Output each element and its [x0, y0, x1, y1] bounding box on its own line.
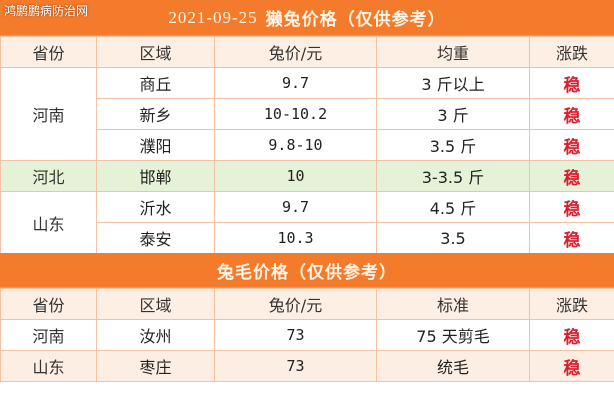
province-cell: 山东 — [0, 350, 97, 382]
watermark: 鸿鹏鹏病防治网 — [4, 4, 89, 18]
fur-price-table: 省份 区域 兔价/元 标准 涨跌 河南 汝州 73 75 天剪毛 稳 山东 枣庄… — [0, 288, 614, 382]
trend-cell: 稳 — [529, 98, 614, 130]
price-cell: 73 — [214, 319, 377, 351]
region-cell: 濮阳 — [96, 129, 215, 161]
province-cell: 山东 — [0, 191, 97, 254]
weight-cell: 3-3.5 斤 — [376, 160, 530, 192]
header-region: 区域 — [96, 36, 215, 68]
header-price: 兔价/元 — [214, 36, 377, 68]
price-cell: 10.3 — [214, 222, 377, 254]
price-cell: 9.8-10 — [214, 129, 377, 161]
trend-cell: 稳 — [529, 350, 614, 382]
header-province: 省份 — [0, 288, 97, 320]
header-province: 省份 — [0, 36, 97, 68]
trend-cell: 稳 — [529, 160, 614, 192]
region-cell: 枣庄 — [96, 350, 215, 382]
table-row: 泰安 10.3 3.5 稳 — [1, 222, 614, 254]
table-row: 河南 商丘 9.7 3 斤以上 稳 — [0, 67, 614, 161]
price-cell: 10-10.2 — [214, 98, 377, 130]
report-date: 2021-09-25 — [168, 7, 258, 27]
price-cell: 73 — [214, 350, 377, 382]
region-cell: 泰安 — [96, 222, 215, 254]
table-row: 山东 枣庄 73 统毛 稳 — [0, 350, 614, 382]
header-region: 区域 — [96, 288, 215, 320]
trend-cell: 稳 — [529, 319, 614, 351]
region-cell: 商丘 — [96, 67, 215, 99]
fur-price-title-bar: 兔毛价格（仅供参考） — [0, 253, 614, 288]
rabbit-price-title-bar: 2021-09-25 獭兔价格（仅供参考） — [0, 0, 614, 36]
region-cell: 汝州 — [96, 319, 215, 351]
weight-cell: 3 斤 — [376, 98, 530, 130]
table-row: 濮阳 9.8-10 3.5 斤 稳 — [1, 129, 614, 161]
region-cell: 新乡 — [96, 98, 215, 130]
table-row: 河南 汝州 73 75 天剪毛 稳 — [0, 319, 614, 351]
standard-cell: 75 天剪毛 — [376, 319, 530, 351]
weight-cell: 3.5 斤 — [376, 129, 530, 161]
trend-cell: 稳 — [529, 129, 614, 161]
header-weight: 均重 — [376, 36, 530, 68]
region-cell: 沂水 — [96, 191, 215, 223]
table-row: 新乡 10-10.2 3 斤 稳 — [1, 98, 614, 130]
province-cell: 河南 — [0, 319, 97, 351]
trend-cell: 稳 — [529, 67, 614, 99]
header-standard: 标准 — [376, 288, 530, 320]
weight-cell: 4.5 斤 — [376, 191, 530, 223]
header-price: 兔价/元 — [214, 288, 377, 320]
table-row: 山东 沂水 9.7 4.5 斤 稳 — [0, 191, 614, 254]
table-header-row: 省份 区域 兔价/元 均重 涨跌 — [0, 36, 614, 68]
region-cell: 邯郸 — [96, 160, 215, 192]
table-header-row: 省份 区域 兔价/元 标准 涨跌 — [0, 288, 614, 320]
province-cell: 河北 — [0, 160, 97, 192]
standard-cell: 统毛 — [376, 350, 530, 382]
header-trend: 涨跌 — [529, 288, 614, 320]
price-cell: 9.7 — [214, 191, 377, 223]
header-trend: 涨跌 — [529, 36, 614, 68]
weight-cell: 3 斤以上 — [376, 67, 530, 99]
fur-price-title: 兔毛价格（仅供参考） — [217, 262, 397, 283]
rabbit-price-table: 省份 区域 兔价/元 均重 涨跌 河南 商丘 9.7 3 斤以上 稳 新乡 10… — [0, 36, 614, 254]
province-cell: 河南 — [0, 67, 97, 161]
price-cell: 10 — [214, 160, 377, 192]
table-row: 河北 邯郸 10 3-3.5 斤 稳 — [0, 160, 614, 192]
weight-cell: 3.5 — [376, 222, 530, 254]
price-cell: 9.7 — [214, 67, 377, 99]
trend-cell: 稳 — [529, 191, 614, 223]
rabbit-price-title: 獭兔价格（仅供参考） — [265, 10, 446, 30]
trend-cell: 稳 — [529, 222, 614, 254]
